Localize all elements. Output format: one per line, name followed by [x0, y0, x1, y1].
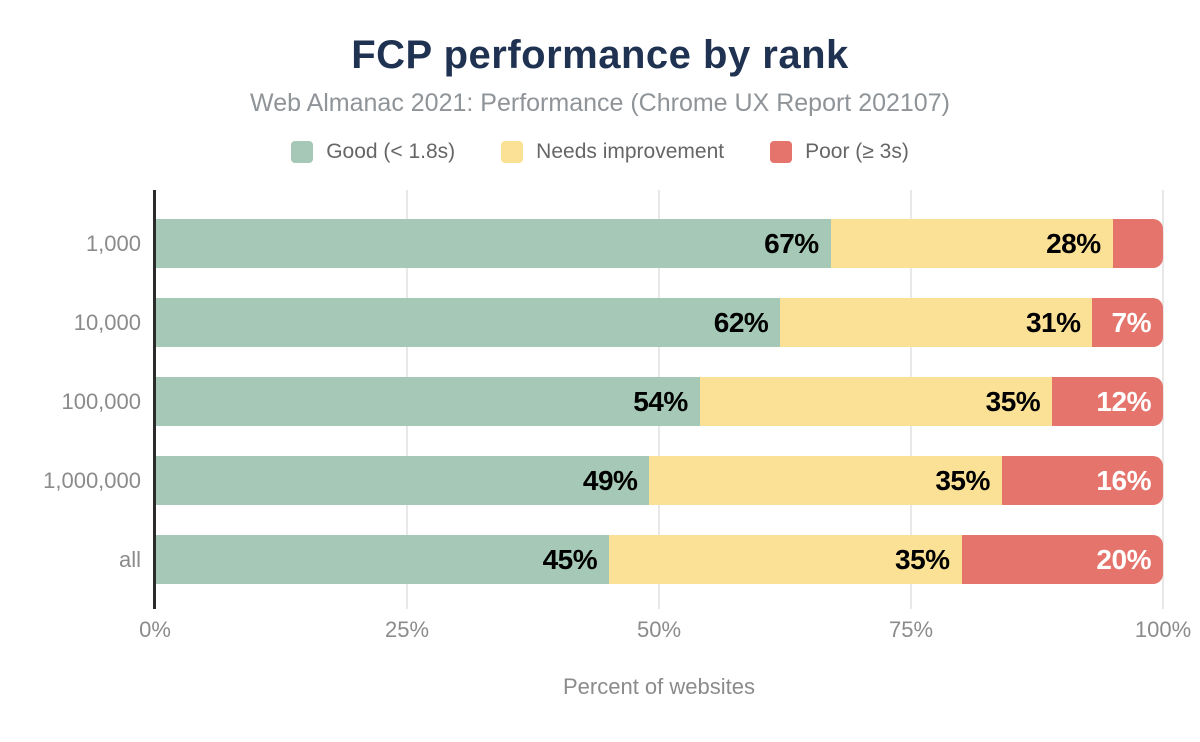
bar-value-label: 62%	[713, 306, 769, 338]
bar-segment-poor: 7%	[1092, 298, 1163, 347]
x-axis-tick: 75%	[888, 617, 934, 642]
x-axis-tick: 25%	[384, 617, 430, 642]
bar-row: 67% 28%	[156, 219, 1163, 268]
bar-segment-good: 45%	[156, 535, 610, 584]
legend-swatch-icon	[291, 141, 314, 163]
y-axis-label: 100,000	[61, 389, 141, 414]
bar-row: 45% 35% 20%	[156, 535, 1163, 584]
bar-row: 62% 31% 7%	[156, 298, 1163, 347]
chart-title: FCP performance by rank	[351, 33, 849, 77]
bar-value-label: 28%	[1046, 227, 1101, 259]
bar-value-label: 49%	[582, 464, 638, 496]
y-axis-line	[153, 190, 156, 609]
y-axis-label: 10,000	[73, 310, 141, 335]
legend-label: Good (< 1.8s)	[326, 140, 456, 163]
legend-swatch-icon	[501, 141, 524, 163]
bar-value-label: 12%	[1096, 385, 1151, 417]
bar-segment-needs-improvement: 35%	[699, 377, 1053, 426]
bar-row: 49% 35% 16%	[156, 456, 1163, 505]
x-axis-tick: 50%	[636, 617, 682, 642]
bar-row: 54% 35% 12%	[156, 377, 1163, 426]
bar-segment-poor: 12%	[1052, 377, 1163, 426]
bar-value-label: 54%	[633, 385, 688, 417]
bar-value-label: 45%	[542, 543, 598, 575]
bar-segment-poor: 16%	[1001, 456, 1163, 505]
bar-value-label: 20%	[1096, 543, 1151, 575]
legend-item: Needs improvement	[501, 140, 724, 164]
bar-segment-needs-improvement: 35%	[649, 456, 1002, 505]
bar-value-label: 35%	[935, 464, 990, 496]
bar-segment-good: 54%	[156, 377, 700, 426]
bar-value-label: 67%	[764, 227, 819, 259]
bar-value-label: 31%	[1025, 306, 1081, 338]
bar-segment-needs-improvement: 28%	[830, 219, 1113, 268]
legend: Good (< 1.8s) Needs improvement Poor (≥ 3s…	[0, 140, 1200, 164]
legend-label: Needs improvement	[536, 140, 725, 163]
legend-label: Poor (≥ 3s)	[805, 140, 909, 163]
x-axis-title: Percent of websites	[563, 674, 755, 699]
y-axis-label: all	[118, 547, 141, 572]
bar-segment-needs-improvement: 31%	[780, 298, 1093, 347]
legend-item: Good (< 1.8s)	[291, 140, 455, 164]
y-axis-label: 1,000	[85, 231, 141, 256]
legend-item: Poor (≥ 3s)	[770, 140, 909, 164]
bar-value-label: 35%	[895, 543, 950, 575]
bar-segment-poor	[1112, 219, 1163, 268]
bar-segment-good: 62%	[156, 298, 781, 347]
legend-swatch-icon	[770, 141, 793, 163]
x-axis-tick: 0%	[139, 617, 171, 642]
bar-value-label: 16%	[1096, 464, 1151, 496]
y-axis-label: 1,000,000	[43, 468, 141, 493]
bar-segment-poor: 20%	[961, 535, 1163, 584]
gridline	[1162, 190, 1164, 609]
x-axis-tick: 100%	[1134, 617, 1192, 642]
bar-value-label: 35%	[985, 385, 1041, 417]
bar-segment-good: 49%	[156, 456, 650, 505]
bar-segment-good: 67%	[156, 219, 831, 268]
bar-segment-needs-improvement: 35%	[609, 535, 962, 584]
chart-subtitle: Web Almanac 2021: Performance (Chrome UX…	[250, 89, 950, 117]
bar-value-label: 7%	[1111, 306, 1152, 338]
